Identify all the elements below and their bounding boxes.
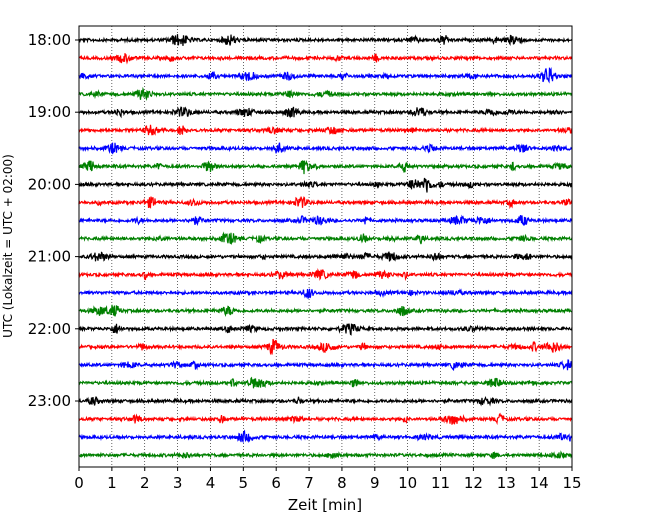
seismic-trace <box>78 268 573 282</box>
seismic-trace <box>78 106 573 119</box>
x-tick-label: 2 <box>140 474 150 492</box>
seismic-trace <box>78 66 573 84</box>
x-tick-label: 14 <box>530 474 549 492</box>
seismic-trace <box>78 359 573 372</box>
seismic-trace <box>78 450 573 460</box>
seismic-trace <box>78 196 573 210</box>
x-tick-label: 4 <box>206 474 216 492</box>
x-tick-label: 9 <box>370 474 380 492</box>
y-tick-label: 19:00 <box>28 103 71 121</box>
seismic-trace <box>78 34 573 46</box>
seismic-trace <box>78 159 573 175</box>
seismic-trace <box>78 124 573 136</box>
y-tick-label: 23:00 <box>28 392 71 410</box>
seismic-trace <box>78 177 573 193</box>
y-tick-label: 18:00 <box>28 31 71 49</box>
x-tick-label: 1 <box>107 474 117 492</box>
x-tick-label: 7 <box>304 474 314 492</box>
seismic-trace <box>78 214 573 227</box>
y-tick-label: 21:00 <box>28 248 71 266</box>
seismic-trace <box>78 251 573 262</box>
seismic-trace <box>78 231 573 246</box>
x-tick-label: 12 <box>464 474 483 492</box>
trace-layer <box>78 34 573 460</box>
x-tick-label: 8 <box>337 474 347 492</box>
y-tick-label: 20:00 <box>28 175 71 193</box>
x-tick-label: 15 <box>562 474 581 492</box>
x-tick-label: 0 <box>74 474 84 492</box>
y-tick-label: 22:00 <box>28 320 71 338</box>
seismic-trace <box>78 53 573 65</box>
seismic-trace <box>78 304 573 317</box>
y-axis-label: UTC (Lokalzeit = UTC + 02:00) <box>1 154 15 338</box>
seismic-trace <box>78 412 573 426</box>
seismic-trace <box>78 338 573 356</box>
x-tick-label: 10 <box>398 474 417 492</box>
x-tick-label: 5 <box>239 474 249 492</box>
x-tick-label: 13 <box>497 474 516 492</box>
seismic-trace <box>78 288 573 300</box>
seismic-trace <box>78 376 573 389</box>
seismic-trace <box>78 323 573 336</box>
x-tick-label: 11 <box>431 474 450 492</box>
plot-frame <box>78 25 573 468</box>
x-tick-layer: 0 1 2 3 4 5 6 7 8 9 10 11 12 13 14 15 <box>74 467 582 492</box>
seismic-trace <box>78 142 573 155</box>
seismic-trace <box>78 429 573 444</box>
seismic-trace <box>78 395 573 407</box>
x-tick-label: 3 <box>173 474 183 492</box>
x-axis-label: Zeit [min] <box>288 496 362 514</box>
seismic-trace <box>78 86 573 102</box>
x-tick-label: 6 <box>271 474 281 492</box>
y-tick-layer: 18:00 19:00 20:00 21:00 22:00 23:00 <box>28 31 79 410</box>
